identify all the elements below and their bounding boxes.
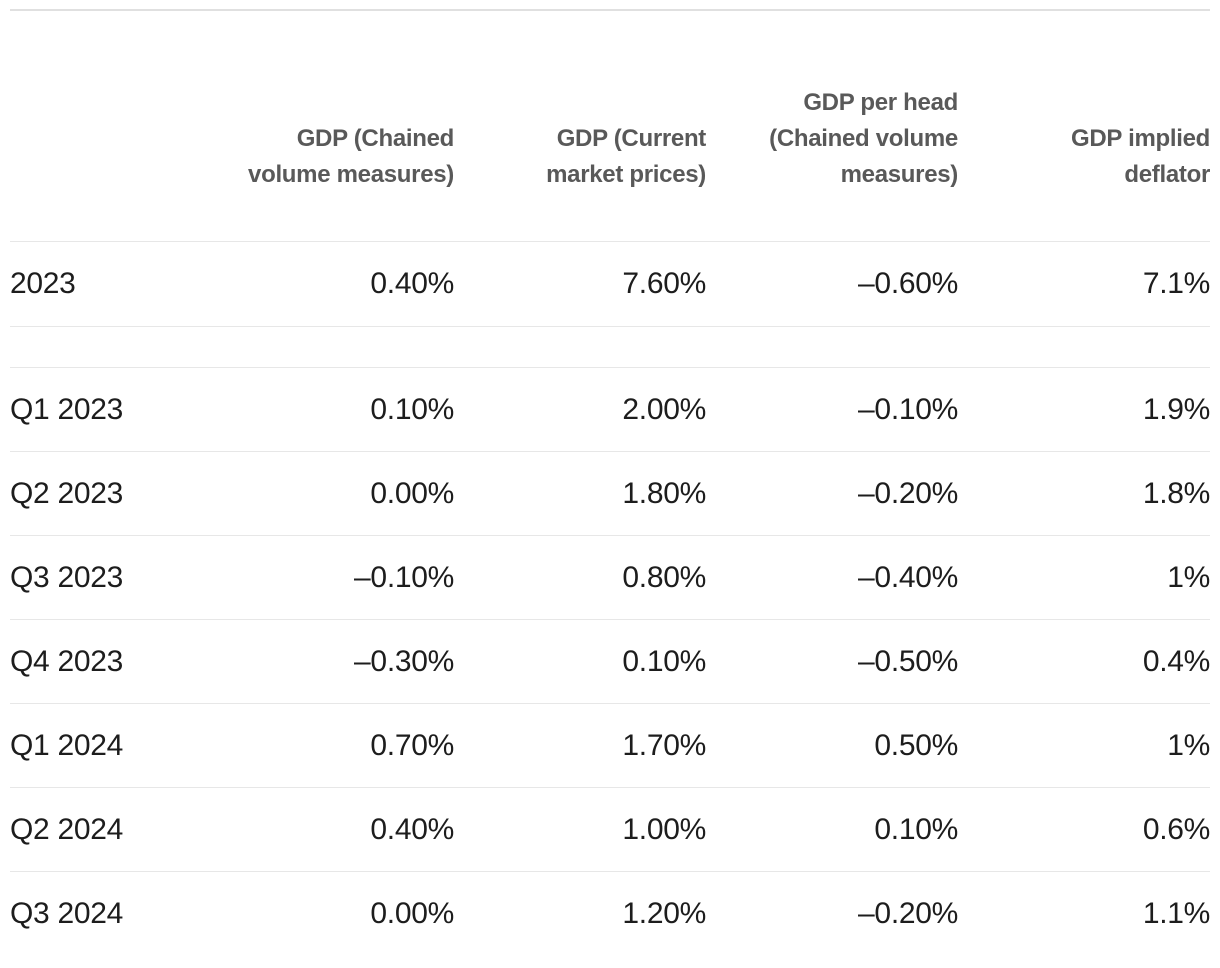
column-header-gdp-per-head: GDP per head (Chained volume measures) — [769, 89, 958, 188]
row-label: 2023 — [10, 267, 76, 300]
row-label: Q2 2023 — [10, 476, 123, 510]
table-row: 2023 0.40% 7.60% –0.60% 7.1% — [10, 241, 1210, 327]
cell-value: 0.40% — [370, 267, 454, 300]
table-header: GDP (Chained volume measures) GDP (Curre… — [10, 11, 1210, 242]
cell-value: 0.50% — [874, 728, 958, 762]
cell-value: –0.60% — [858, 267, 958, 300]
table-row: Q2 2024 0.40% 1.00% 0.10% 0.6% — [10, 787, 1210, 872]
cell-value: 0.10% — [370, 392, 454, 426]
cell-value: –0.50% — [858, 644, 958, 678]
column-header-blank — [10, 11, 202, 242]
cell-value: 1.20% — [622, 896, 706, 930]
cell-value: 1% — [1167, 560, 1210, 594]
page: GDP (Chained volume measures) GDP (Curre… — [0, 9, 1220, 968]
cell-value: 0.00% — [370, 896, 454, 930]
table-row: Q3 2023 –0.10% 0.80% –0.40% 1% — [10, 535, 1210, 620]
cell-value: –0.10% — [858, 392, 958, 426]
row-label: Q3 2023 — [10, 560, 123, 594]
table-row: Q1 2023 0.10% 2.00% –0.10% 1.9% — [10, 368, 1210, 452]
cell-value: 0.70% — [370, 728, 454, 762]
row-label: Q1 2024 — [10, 728, 123, 762]
row-label: Q1 2023 — [10, 392, 123, 426]
row-label: Q2 2024 — [10, 812, 123, 846]
table-row: Q2 2023 0.00% 1.80% –0.20% 1.8% — [10, 451, 1210, 536]
table-row: Q3 2024 0.00% 1.20% –0.20% 1.1% — [10, 871, 1210, 956]
cell-value: –0.20% — [858, 476, 958, 510]
cell-value: 0.80% — [622, 560, 706, 594]
column-header-gdp-implied-deflator: GDP implied deflator — [1071, 125, 1210, 188]
spacer-section — [10, 327, 1210, 368]
quarterly-section: Q1 2023 0.10% 2.00% –0.10% 1.9% Q2 2023 … — [10, 368, 1210, 956]
cell-value: 0.10% — [622, 644, 706, 678]
cell-value: 1% — [1167, 728, 1210, 762]
row-label: Q3 2024 — [10, 896, 123, 930]
table-row: Q1 2024 0.70% 1.70% 0.50% 1% — [10, 703, 1210, 788]
cell-value: 7.60% — [622, 267, 706, 300]
table-spacer-row — [10, 327, 1210, 368]
table-row: Q4 2023 –0.30% 0.10% –0.50% 0.4% — [10, 619, 1210, 704]
cell-value: –0.30% — [354, 644, 454, 678]
row-label: Q4 2023 — [10, 644, 123, 678]
cell-value: 0.6% — [1142, 812, 1210, 846]
gdp-table: GDP (Chained volume measures) GDP (Curre… — [10, 11, 1210, 956]
cell-value: 7.1% — [1142, 267, 1210, 300]
cell-value: 1.8% — [1142, 476, 1210, 510]
column-header-gdp-chained-volume: GDP (Chained volume measures) — [248, 125, 454, 188]
cell-value: 1.70% — [622, 728, 706, 762]
cell-value: 0.40% — [370, 812, 454, 846]
cell-value: 1.80% — [622, 476, 706, 510]
cell-value: 1.00% — [622, 812, 706, 846]
cell-value: –0.40% — [858, 560, 958, 594]
cell-value: –0.10% — [354, 560, 454, 594]
annual-section: 2023 0.40% 7.60% –0.60% 7.1% — [10, 241, 1210, 327]
top-divider — [10, 9, 1210, 11]
cell-value: –0.20% — [858, 896, 958, 930]
header-row: GDP (Chained volume measures) GDP (Curre… — [10, 11, 1210, 242]
cell-value: 1.1% — [1142, 896, 1210, 930]
cell-value: 1.9% — [1142, 392, 1210, 426]
cell-value: 0.4% — [1142, 644, 1210, 678]
cell-value: 2.00% — [622, 392, 706, 426]
cell-value: 0.00% — [370, 476, 454, 510]
cell-value: 0.10% — [874, 812, 958, 846]
column-header-gdp-current-prices: GDP (Current market prices) — [546, 125, 706, 188]
